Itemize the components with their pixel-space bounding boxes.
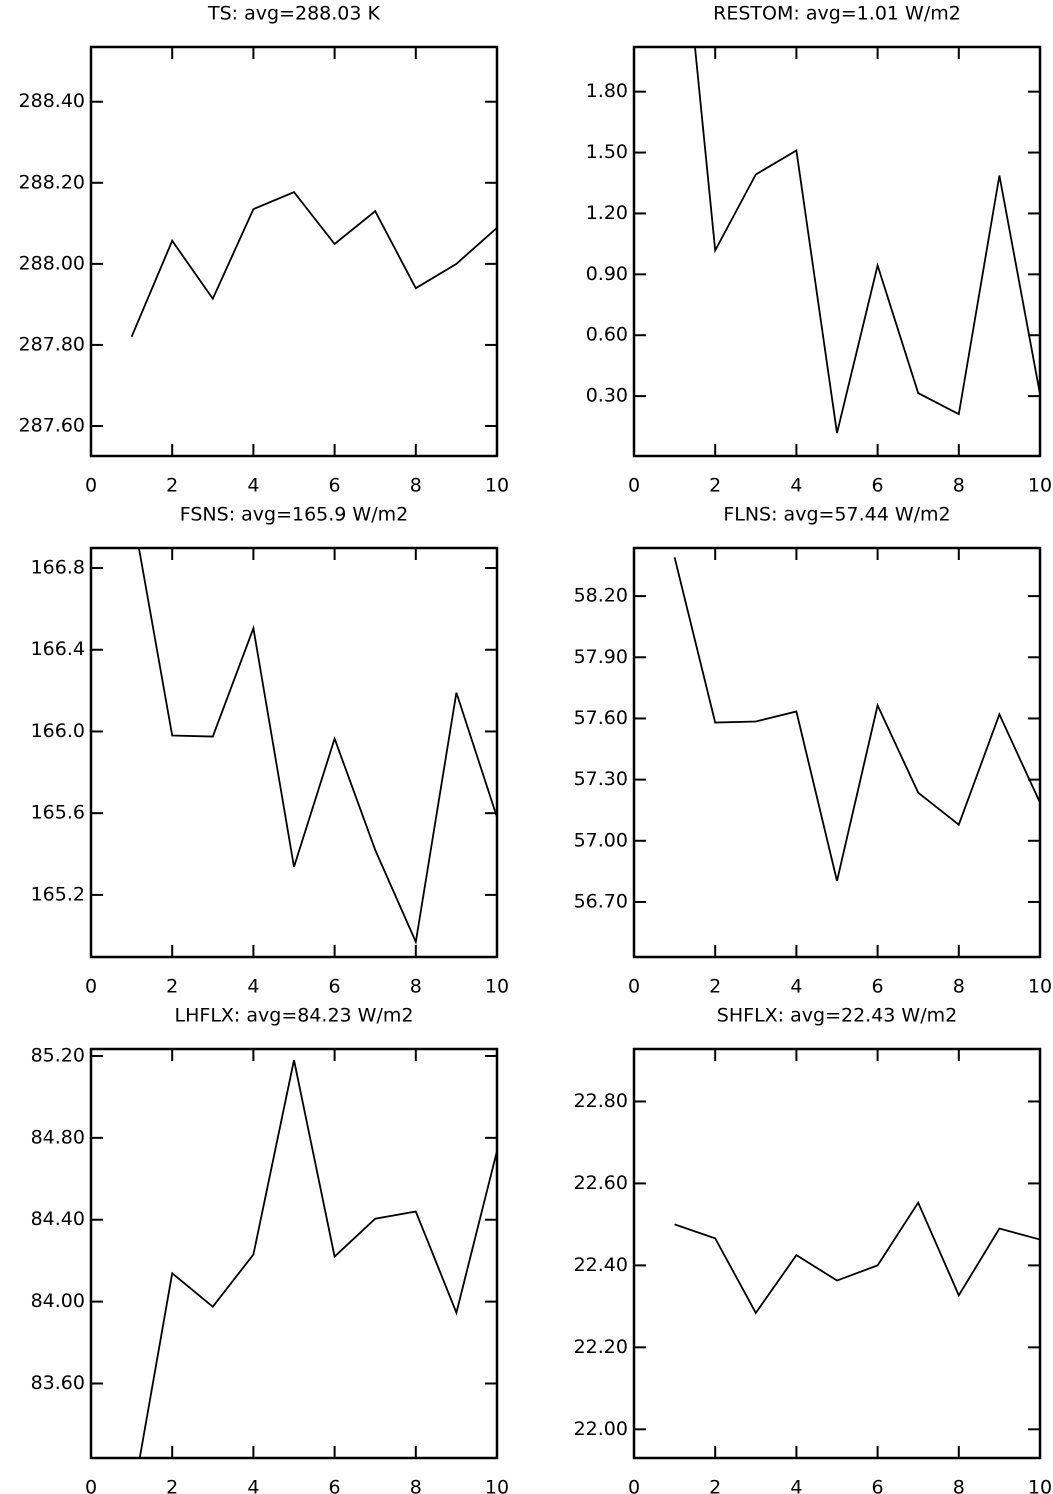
- y-tick-label: 166.4: [31, 638, 85, 660]
- x-tick-label: 8: [953, 976, 965, 998]
- x-tick-label: 6: [329, 1477, 341, 1494]
- x-tick-label: 0: [85, 976, 97, 998]
- x-tick-label: 6: [872, 976, 884, 998]
- data-line: [138, 1059, 497, 1458]
- panel-title: FLNS: avg=57.44 W/m2: [723, 504, 950, 526]
- y-tick-label: 165.2: [31, 883, 85, 905]
- x-tick-label: 6: [872, 475, 884, 497]
- x-tick-label: 10: [1028, 1477, 1052, 1494]
- y-tick-label: 288.00: [19, 252, 85, 274]
- panel: TS: avg=288.03 K 0 2 4 6 8 10 287.60 287.80 288.0…: [19, 3, 510, 497]
- y-tick-label: 287.60: [19, 415, 85, 437]
- y-tick-label: 0.90: [586, 263, 628, 285]
- x-tick-label: 2: [166, 976, 178, 998]
- y-tick-label: 57.00: [574, 829, 628, 851]
- panel: SHFLX: avg=22.43 W/m2 0 2 4 6 8 10 22.00 22.20 22…: [574, 1005, 1053, 1494]
- x-tick-label: 4: [247, 475, 259, 497]
- data-line: [694, 47, 1040, 434]
- plot-frame: [632, 546, 1042, 959]
- y-tick-label: 83.60: [31, 1372, 85, 1394]
- x-tick-label: 10: [485, 976, 509, 998]
- x-tick-label: 8: [410, 475, 422, 497]
- x-tick-label: 6: [872, 1477, 884, 1494]
- y-tick-label: 57.60: [574, 707, 628, 729]
- y-tick-label: 84.80: [31, 1126, 85, 1148]
- x-tick-label: 10: [1028, 475, 1052, 497]
- y-tick-label: 288.40: [19, 90, 85, 112]
- plot-frame: [89, 45, 499, 458]
- data-line: [130, 191, 497, 338]
- x-tick-label: 2: [709, 976, 721, 998]
- data-line: [674, 1200, 1040, 1315]
- y-tick-label: 1.50: [586, 141, 628, 163]
- plot-frame: [632, 1047, 1042, 1460]
- y-tick-label: 166.0: [31, 720, 85, 742]
- y-tick-label: 85.20: [31, 1044, 85, 1066]
- y-tick-label: 84.40: [31, 1208, 85, 1230]
- x-tick-label: 10: [485, 1477, 509, 1494]
- x-tick-label: 10: [1028, 976, 1052, 998]
- x-tick-label: 4: [790, 976, 802, 998]
- y-tick-label: 58.20: [574, 585, 628, 607]
- panel-title: TS: avg=288.03 K: [207, 3, 380, 25]
- y-tick-label: 22.80: [574, 1090, 628, 1112]
- y-tick-label: 288.20: [19, 171, 85, 193]
- y-tick-label: 165.6: [31, 802, 85, 824]
- y-tick-label: 1.80: [586, 80, 628, 102]
- x-tick-label: 10: [485, 475, 509, 497]
- y-tick-label: 1.20: [586, 202, 628, 224]
- x-tick-label: 2: [709, 475, 721, 497]
- y-tick-label: 22.40: [574, 1254, 628, 1276]
- panel-title: LHFLX: avg=84.23 W/m2: [175, 1005, 414, 1027]
- panel: FLNS: avg=57.44 W/m2 0 2 4 6 8 10 56.70 57.00 57.…: [574, 504, 1053, 998]
- x-tick-label: 2: [166, 1477, 178, 1494]
- plot-frame: [632, 45, 1042, 458]
- x-tick-label: 8: [410, 1477, 422, 1494]
- y-tick-label: 166.8: [31, 557, 85, 579]
- x-tick-label: 0: [628, 1477, 640, 1494]
- panel: RESTOM: avg=1.01 W/m2 0 2 4 6 8 10 0.30 0.60 0.90…: [586, 3, 1052, 497]
- y-tick-label: 22.20: [574, 1336, 628, 1358]
- data-line: [138, 548, 497, 946]
- x-tick-label: 4: [790, 475, 802, 497]
- panel-title: RESTOM: avg=1.01 W/m2: [713, 3, 961, 25]
- x-tick-label: 6: [329, 475, 341, 497]
- y-tick-label: 84.00: [31, 1290, 85, 1312]
- x-tick-label: 8: [953, 475, 965, 497]
- y-tick-label: 22.00: [574, 1418, 628, 1440]
- x-tick-label: 4: [790, 1477, 802, 1494]
- y-tick-label: 0.60: [586, 324, 628, 346]
- plot-frame: [89, 1047, 499, 1460]
- panel-title: SHFLX: avg=22.43 W/m2: [717, 1005, 957, 1027]
- x-tick-label: 0: [628, 475, 640, 497]
- data-line: [673, 557, 1040, 882]
- y-tick-label: 56.70: [574, 890, 628, 912]
- x-tick-label: 4: [247, 1477, 259, 1494]
- x-tick-label: 6: [329, 976, 341, 998]
- x-tick-label: 2: [709, 1477, 721, 1494]
- panel-title: FSNS: avg=165.9 W/m2: [180, 504, 408, 526]
- y-tick-label: 22.60: [574, 1172, 628, 1194]
- x-tick-label: 4: [247, 976, 259, 998]
- panel: FSNS: avg=165.9 W/m2 0 2 4 6 8 10 165.2 165.6 166…: [31, 504, 510, 998]
- y-tick-label: 0.30: [586, 385, 628, 407]
- plot-frame: [89, 546, 499, 959]
- y-tick-label: 57.30: [574, 768, 628, 790]
- x-tick-label: 8: [410, 976, 422, 998]
- x-tick-label: 0: [85, 1477, 97, 1494]
- x-tick-label: 0: [85, 475, 97, 497]
- x-tick-label: 8: [953, 1477, 965, 1494]
- x-tick-label: 0: [628, 976, 640, 998]
- y-tick-label: 287.80: [19, 333, 85, 355]
- panel: LHFLX: avg=84.23 W/m2 0 2 4 6 8 10 83.60 84.00 84…: [31, 1005, 510, 1494]
- y-tick-label: 57.90: [574, 646, 628, 668]
- x-tick-label: 2: [166, 475, 178, 497]
